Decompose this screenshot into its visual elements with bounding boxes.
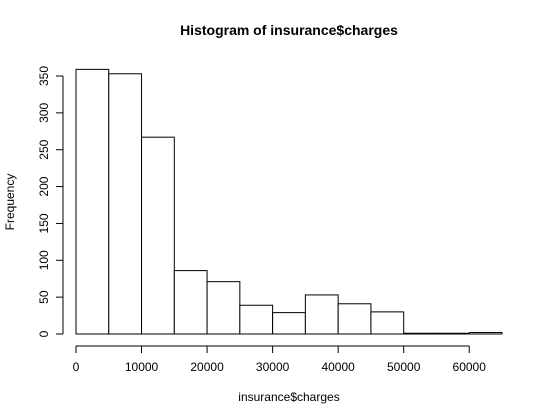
- x-tick-label: 10000: [125, 360, 159, 374]
- y-tick-label: 250: [37, 139, 51, 159]
- histogram-bar: [206, 281, 241, 335]
- x-tick-label: 0: [73, 360, 80, 374]
- y-tick-label: 300: [37, 103, 51, 123]
- histogram-bar: [468, 332, 503, 335]
- x-axis-label: insurance$charges: [238, 390, 339, 404]
- y-tick-label: 50: [37, 290, 51, 304]
- x-tick-label: 50000: [387, 360, 421, 374]
- histogram-bar: [337, 303, 372, 335]
- histogram-bar: [239, 304, 274, 335]
- histogram-bar: [173, 270, 208, 335]
- chart-title: Histogram of insurance$charges: [180, 22, 398, 38]
- y-axis: 0 50 100 150 200 250 300 350: [37, 66, 64, 337]
- y-tick-label: 0: [37, 330, 51, 337]
- x-tick-label: 20000: [190, 360, 224, 374]
- histogram-bar: [108, 73, 143, 335]
- y-axis-label: Frequency: [3, 174, 17, 231]
- histogram-bar: [304, 294, 339, 335]
- histogram-bar: [75, 68, 110, 335]
- y-tick-label: 350: [37, 66, 51, 86]
- x-tick-label: 40000: [321, 360, 355, 374]
- y-tick-label: 150: [37, 213, 51, 233]
- bars-group: [75, 68, 503, 335]
- histogram-bar: [272, 312, 306, 335]
- histogram-bar: [435, 332, 470, 335]
- y-tick-label: 200: [37, 176, 51, 196]
- y-tick-label: 100: [37, 250, 51, 270]
- x-axis: 0 10000 20000 30000 40000 50000 60000: [73, 345, 487, 374]
- histogram-bar: [370, 311, 405, 335]
- histogram-bar: [141, 136, 175, 335]
- histogram-bar: [403, 332, 437, 335]
- x-tick-label: 30000: [256, 360, 290, 374]
- x-tick-label: 60000: [453, 360, 487, 374]
